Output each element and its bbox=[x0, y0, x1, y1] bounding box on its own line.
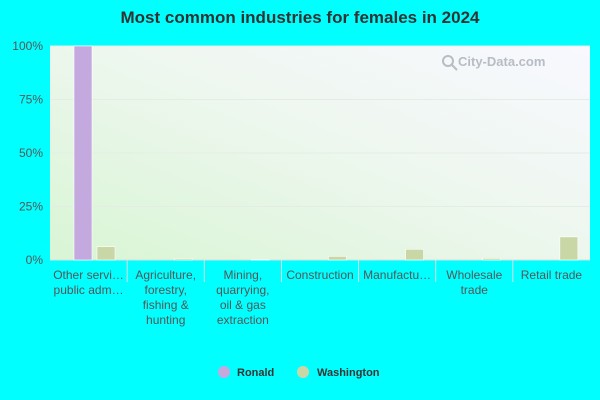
y-tick-label: 50% bbox=[19, 146, 43, 160]
watermark-text: City-Data.com bbox=[458, 54, 545, 69]
x-tick-label: hunting bbox=[146, 313, 185, 327]
x-tick-label: Construction bbox=[286, 268, 353, 282]
x-tick-label: extraction bbox=[217, 313, 269, 327]
x-tick-label: forestry, bbox=[144, 283, 186, 297]
y-axis: 0% 25% 50% 75% 100% bbox=[12, 39, 43, 267]
x-tick-label: fishing & bbox=[143, 298, 189, 312]
bar-washington-1[interactable] bbox=[173, 258, 193, 261]
bar-washington-4[interactable] bbox=[405, 249, 424, 261]
x-tick-label: quarrying, bbox=[216, 283, 269, 297]
x-tick-label: Other servi… bbox=[53, 268, 124, 282]
x-tick-label: Retail trade bbox=[521, 268, 583, 282]
bar-washington-6[interactable] bbox=[559, 236, 579, 261]
x-tick-label: Wholesale bbox=[446, 268, 502, 282]
y-tick-label: 0% bbox=[26, 253, 44, 267]
y-tick-label: 75% bbox=[19, 93, 43, 107]
legend-swatch-ronald bbox=[218, 366, 230, 378]
chart-title: Most common industries for females in 20… bbox=[120, 8, 480, 27]
x-tick-label: Agriculture, bbox=[135, 268, 196, 282]
bar-washington-3[interactable] bbox=[328, 256, 347, 261]
magnifier-icon bbox=[442, 55, 458, 71]
legend: Ronald Washington bbox=[218, 366, 380, 379]
bars bbox=[73, 45, 579, 261]
bar-ronald-0[interactable] bbox=[73, 45, 93, 261]
x-tick-label: trade bbox=[461, 283, 489, 297]
x-axis: Other servi…public adm… Agriculture,fores… bbox=[53, 260, 582, 327]
gridlines bbox=[50, 45, 590, 261]
y-tick-label: 100% bbox=[12, 39, 43, 53]
y-tick-label: 25% bbox=[19, 200, 43, 214]
legend-swatch-washington bbox=[297, 366, 309, 378]
legend-label-washington: Washington bbox=[317, 367, 380, 379]
x-tick-label: oil & gas bbox=[220, 298, 266, 312]
legend-label-ronald: Ronald bbox=[237, 367, 274, 379]
bar-washington-0[interactable] bbox=[96, 246, 116, 261]
watermark: City-Data.com bbox=[442, 54, 545, 71]
bar-washington-5[interactable] bbox=[482, 257, 502, 261]
x-tick-label: Manufactu… bbox=[363, 268, 431, 282]
x-tick-label: public adm… bbox=[54, 283, 124, 297]
x-tick-label: Mining, bbox=[224, 268, 263, 282]
